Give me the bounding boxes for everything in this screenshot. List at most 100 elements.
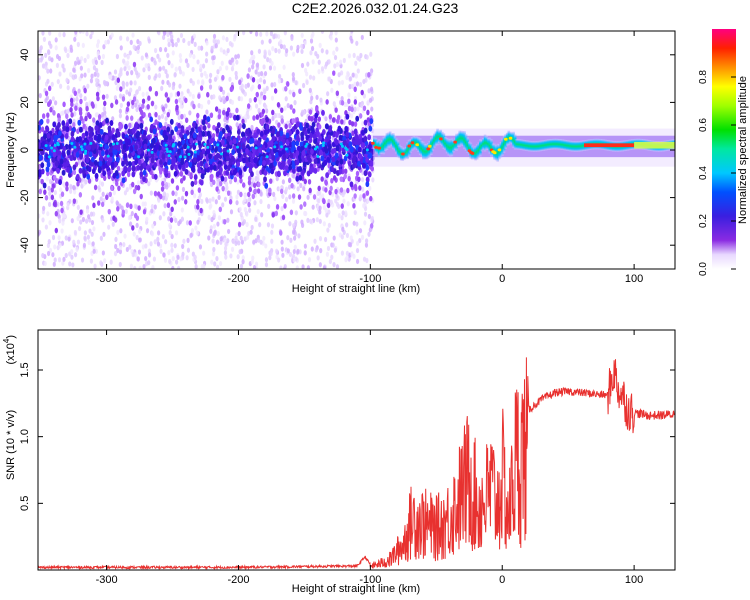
spectrogram-cell [201,63,206,69]
spectrogram-cell [162,211,166,217]
spectrogram-cell [89,33,93,40]
spectrogram-cell [259,198,263,205]
spectrogram-cell [123,165,128,172]
spectrogram-cell [293,244,297,250]
spectrogram-cell [90,31,94,36]
spectrogram-cell [73,189,77,195]
spectrogram-cell [291,172,295,179]
spectrogram-cell [144,63,148,69]
spectrogram-cell [271,115,275,121]
spectrogram-cell [151,137,156,144]
spectrogram-cell [316,130,320,137]
spectrogram-cell [119,86,123,92]
spectrogram-cell [46,250,51,257]
spectrogram-cell [119,228,123,234]
spectrogram-cell [356,68,360,74]
spectrogram-cell [335,61,340,68]
spectrogram-cell [174,66,178,72]
spectrogram-cell [184,190,189,197]
spectrogram-cell [312,133,317,140]
spectrogram-cell [320,31,325,34]
spectrogram-band-cell [390,133,393,146]
spectrogram-cell [134,159,139,166]
spectrogram-cell [85,208,90,214]
spectrogram-band-cell [461,131,465,147]
spectrogram-cell [361,170,365,176]
spectrogram-cell [90,101,95,107]
spectrogram-cell [363,170,368,177]
spectrogram-band-cell [407,139,411,157]
spectrogram-cell [121,170,126,177]
spectrogram-cell [144,256,148,262]
spectrogram-cell [147,252,152,258]
spectrogram-cell [75,173,80,180]
spectrogram-cell [188,52,192,58]
spectrogram-cell [234,70,238,77]
spectrogram-cell [177,265,181,269]
spectrogram-cell [347,175,351,182]
spectrogram-cell [171,50,175,56]
spectrogram-cell [280,246,284,252]
spectrogram-cell [70,141,74,145]
spectrogram-cell [355,229,359,235]
spectrogram-band-cell [512,131,515,149]
spectrogram-cell [281,214,286,221]
spectrogram-cell [170,34,174,40]
y-tick-label: 1.0 [19,429,31,444]
spectrogram-cell [230,99,235,105]
spectrogram-cell [224,181,229,187]
spectrogram-band-cell [420,141,424,157]
spectrogram-cell [312,194,317,200]
x-tick-label: -200 [227,574,249,586]
spectrogram-cell [214,146,218,153]
spectrogram-cell [309,38,314,44]
spectrogram-cell [345,250,349,256]
spectrogram-cell [196,155,201,162]
spectrogram-cell [270,223,275,229]
spectrogram-cell [295,121,300,128]
spectrogram-cell [47,85,52,92]
spectrogram-cell [158,215,162,221]
spectrogram-cell [251,77,256,83]
spectrogram-cell [317,59,321,65]
spectrogram-cell [345,131,350,138]
spectrogram-cell [76,215,80,222]
spectrogram-cell [255,62,260,68]
spectrogram-cell [150,150,154,154]
spectrogram-cell [349,145,354,152]
spectrogram-cell [256,188,261,194]
spectrogram-cell [269,251,273,257]
spectrogram-cell [321,129,326,136]
spectrogram-cell [193,157,197,164]
spectrogram-cell [119,102,123,109]
spectrogram-cell [231,238,235,245]
spectrogram-cell [358,81,363,88]
spectrogram-band-cell [501,138,504,156]
spectrogram-cell [200,45,204,51]
colorbar-tick-label: 0.6 [698,118,709,132]
spectrogram-cell [177,196,181,203]
spectrogram-cell [263,49,267,55]
spectrogram-cell [153,173,158,180]
spectrogram-cell [332,262,336,268]
spectrogram-cell [76,239,81,245]
spectrogram-cell [148,86,153,92]
spectrogram-cell [360,89,364,96]
spectrogram-cell [180,207,184,213]
spectrogram-cell [370,106,374,112]
spectrogram-cell [217,194,221,201]
spectrogram-cell [340,119,344,125]
spectrogram-cell [56,78,60,85]
spectrogram-cell [212,54,216,61]
spectrogram-cell [330,254,334,260]
spectrogram-cell [174,41,178,48]
spectrogram-cell [163,125,167,132]
spectrogram-cell [103,100,107,107]
spectrogram-cell [306,154,311,161]
spectrogram-cell [189,137,194,144]
spectrogram-cell [94,77,99,83]
spectrogram-cell [371,177,375,183]
spectrogram-cell [46,211,50,217]
spectrogram-cell [125,36,130,42]
spectrogram-cell [171,256,175,262]
